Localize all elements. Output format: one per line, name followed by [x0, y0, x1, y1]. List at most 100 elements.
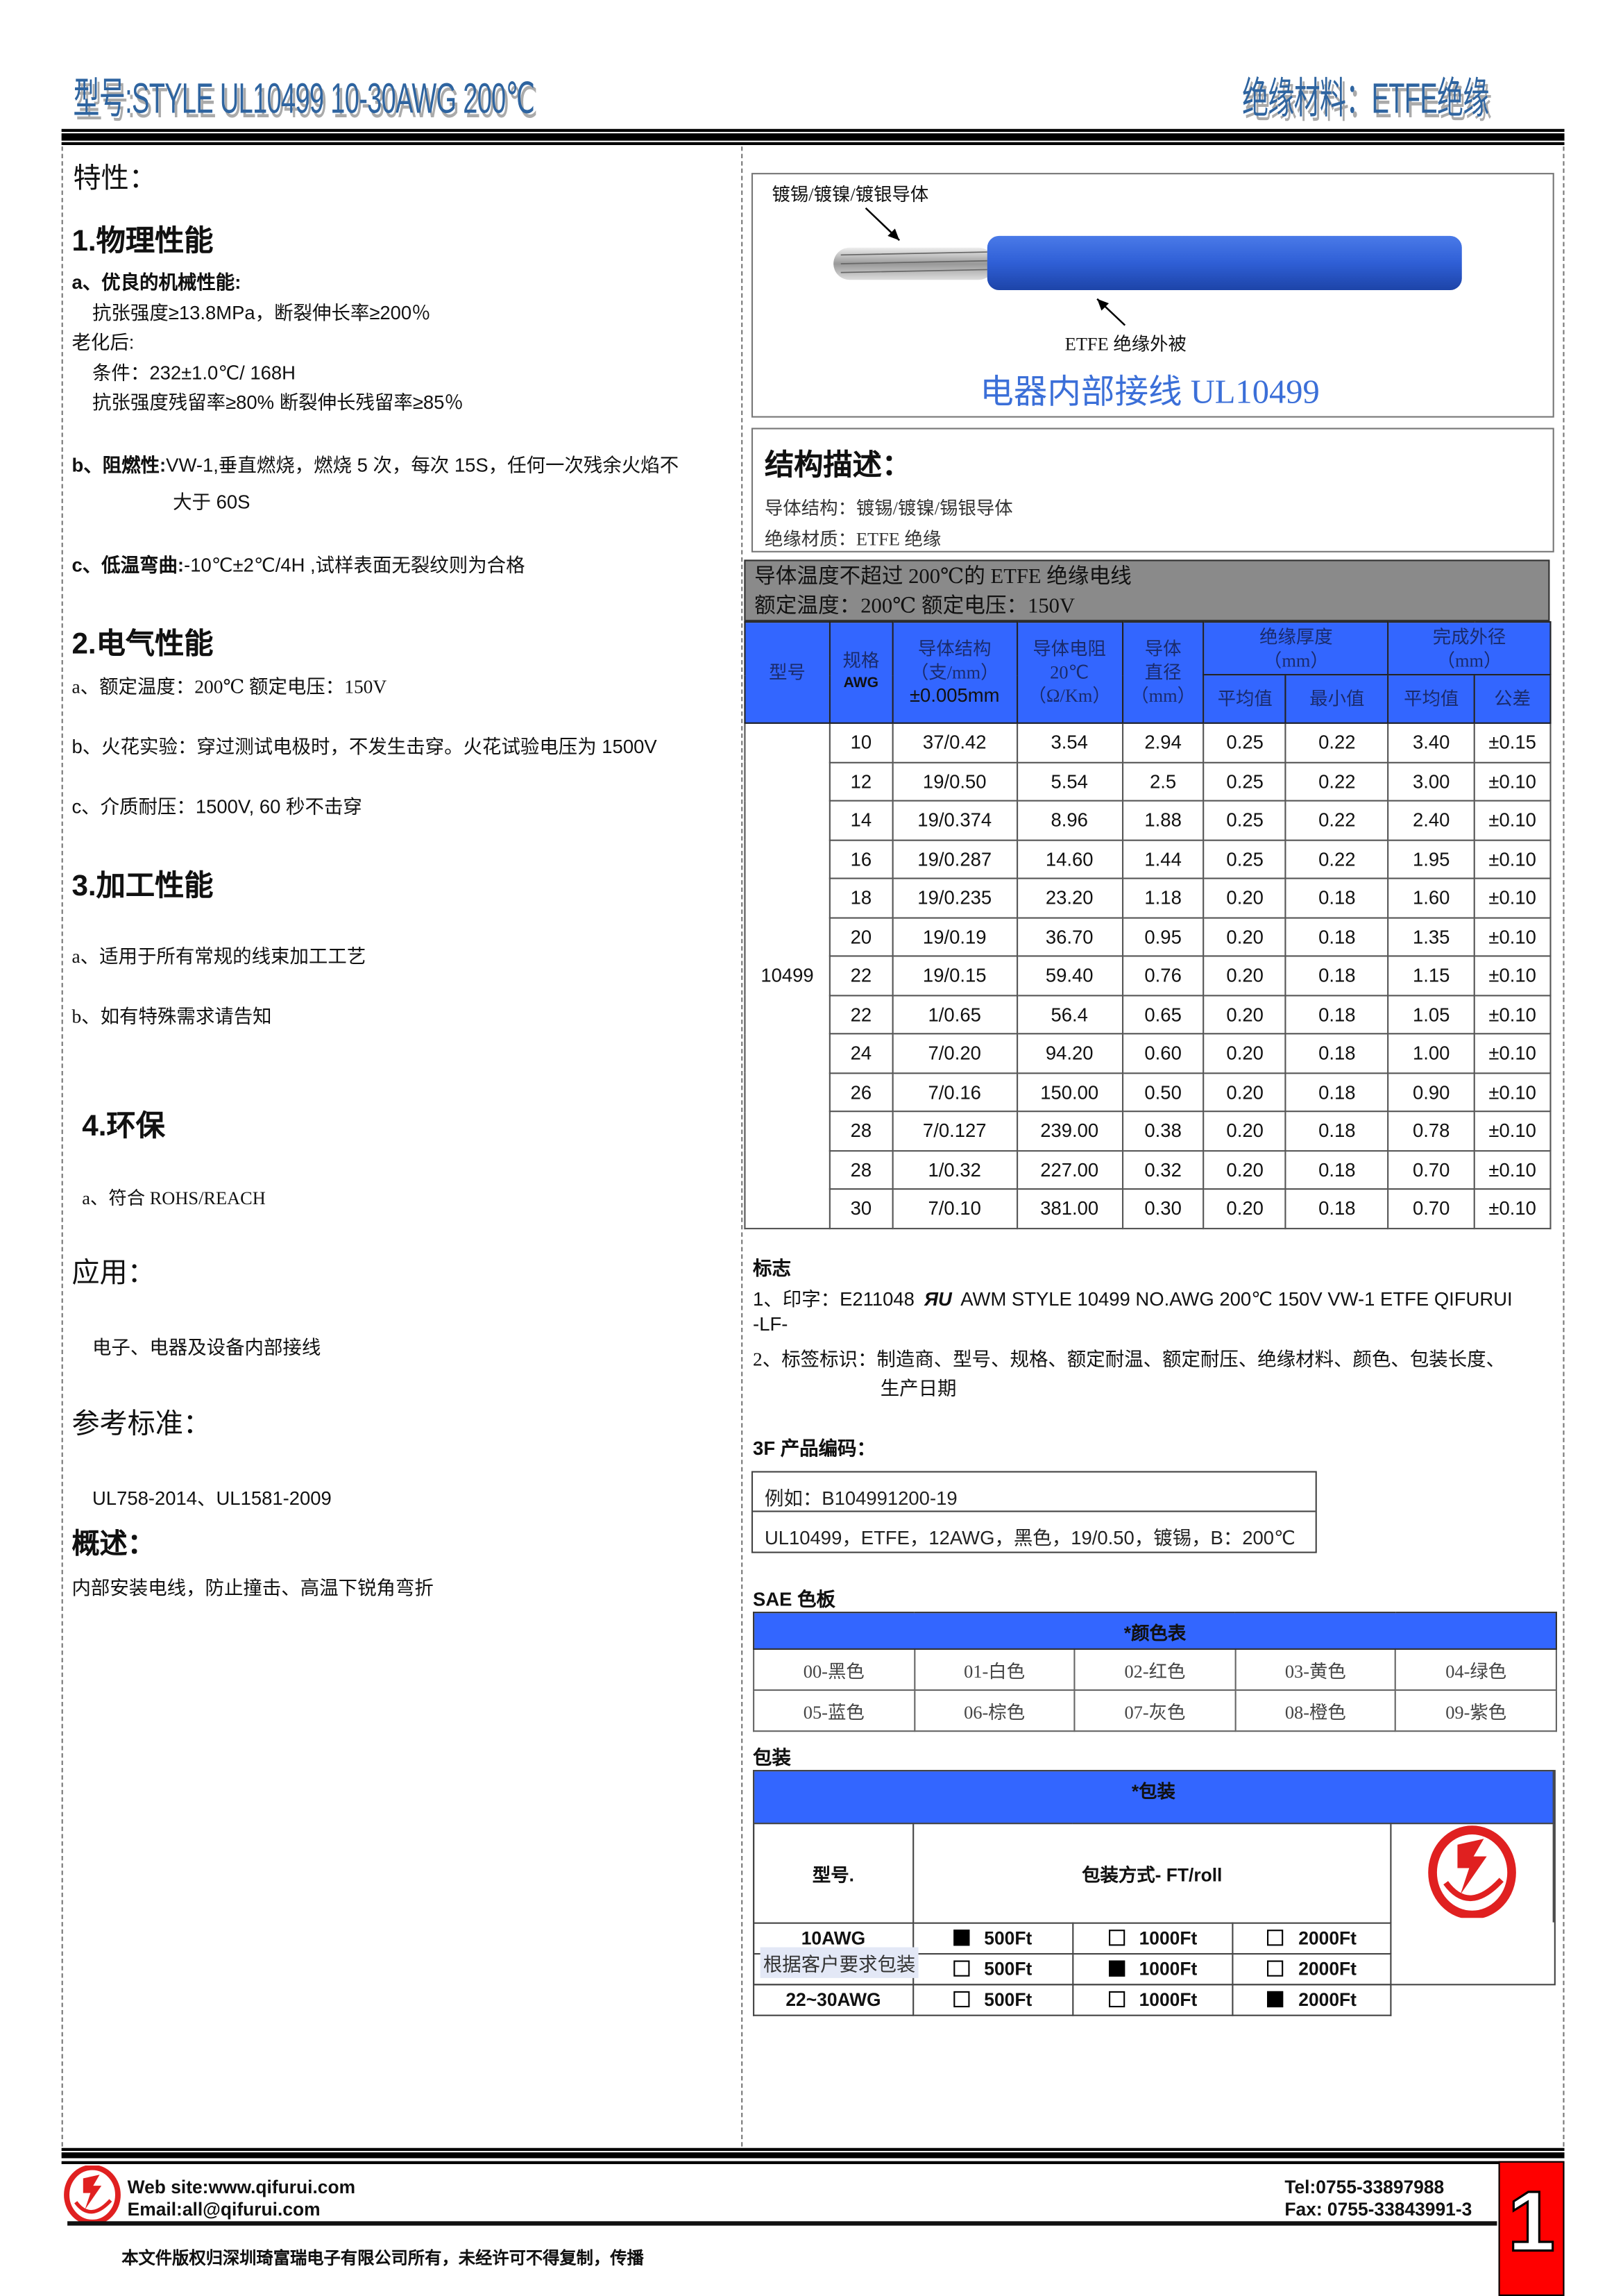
spec-cell: 37/0.42: [892, 722, 1018, 763]
spec-row: 14 19/0.374 8.96 1.88 0.25 0.22 2.40 ±0.10: [745, 800, 1552, 841]
header-model: 型号: [744, 621, 831, 724]
checkbox-icon[interactable]: [1267, 1959, 1284, 1976]
aging-retention: 抗张强度残留率≥80% 断裂伸长残留率≥85％: [92, 391, 464, 414]
spec-cell: 5.54: [1016, 761, 1123, 802]
spec-cell: 0.20: [1203, 994, 1287, 1035]
checkbox-icon[interactable]: [1108, 1959, 1125, 1976]
checkbox-icon[interactable]: [1108, 1990, 1125, 2007]
spec-row: 16 19/0.287 14.60 1.44 0.25 0.22 1.95 ±0.10: [745, 838, 1552, 879]
ul-code: E211048: [840, 1288, 915, 1310]
spec-row: 24 7/0.20 94.20 0.60 0.20 0.18 1.00 ±0.10: [745, 1033, 1552, 1074]
cold-label: c、低温弯曲:: [71, 553, 185, 576]
spec-cell: 7/0.20: [892, 1033, 1018, 1074]
spec-cell: 12: [829, 761, 894, 802]
spec-cell: 0.22: [1285, 722, 1389, 763]
spec-cell: 0.25: [1203, 722, 1287, 763]
spec-cell: 0.76: [1121, 955, 1205, 996]
product-code-title: 3F 产品编码：: [753, 1437, 876, 1460]
electrical-b: b、火花实验：穿过测试电极时，不发生击穿。火花试验电压为 1500V: [71, 735, 657, 758]
spec-cell: 19/0.287: [892, 838, 1018, 879]
marking-print: AWM STYLE 10499 NO.AWG 200℃ 150V VW-1 ET…: [960, 1288, 1513, 1310]
spec-cell: 59.40: [1016, 955, 1123, 996]
ul-mark-icon: ЯU: [924, 1288, 952, 1310]
spec-cell: 8.96: [1016, 800, 1123, 841]
product-code-decode: UL10499，ETFE，12AWG，黑色，19/0.50，镀锡，B：200℃: [764, 1526, 1295, 1549]
spec-banner-line2: 额定温度：200℃ 额定电压：150V: [754, 595, 1076, 618]
header-rule: [61, 128, 1565, 132]
structure-title: 结构描述：: [764, 450, 912, 482]
spec-cell: 0.30: [1121, 1188, 1205, 1229]
packaging-header: *包装: [753, 1770, 1554, 1825]
footer-rule: [61, 2147, 1565, 2151]
packaging-option: 500Ft: [912, 1952, 1073, 1985]
checkbox-icon[interactable]: [953, 1990, 970, 2007]
spec-cell: 0.18: [1285, 1072, 1389, 1113]
header-od-tol: 公差: [1473, 674, 1552, 724]
copyright-notice: 本文件版权归深圳琦富瑞电子有限公司所有，未经许可不得复制，传播: [121, 2250, 644, 2268]
spec-cell: 7/0.16: [892, 1072, 1018, 1113]
spec-cell: 1.15: [1387, 955, 1475, 996]
flame-label: b、阻燃性:: [71, 454, 167, 477]
spec-cell: 1.18: [1121, 877, 1205, 918]
spec-cell: 7/0.10: [892, 1188, 1018, 1229]
spec-cell: 0.18: [1285, 1188, 1389, 1229]
column-border: [1563, 146, 1565, 2147]
checkbox-icon[interactable]: [1108, 1929, 1125, 1945]
spec-row: 10499 10 37/0.42 3.54 2.94 0.25 0.22 3.40 ±0.15: [744, 722, 1552, 1229]
footer-logo-icon: [64, 2166, 121, 2225]
spec-cell: 0.60: [1121, 1033, 1205, 1074]
product-code-example: 例如：B104991200-19: [764, 1487, 958, 1510]
spec-cell: ±0.10: [1473, 877, 1552, 918]
spec-cell: ±0.10: [1473, 800, 1552, 841]
spec-cell: 227.00: [1016, 1149, 1123, 1190]
spec-cell: 0.20: [1203, 955, 1287, 996]
spec-cell: 0.20: [1203, 1188, 1287, 1229]
checkbox-icon[interactable]: [953, 1959, 970, 1976]
spec-cell: 0.95: [1121, 916, 1205, 957]
spec-cell: 94.20: [1016, 1033, 1123, 1074]
company-logo: [1390, 1823, 1554, 1923]
packaging-option-label: 1000Ft: [1139, 1927, 1198, 1948]
footer-website[interactable]: Web site:www.qifurui.com: [127, 2177, 356, 2198]
packaging-col-model: 型号.: [753, 1823, 914, 1923]
spec-cell: 0.18: [1285, 1111, 1389, 1151]
spec-row: 20 19/0.19 36.70 0.95 0.20 0.18 1.35 ±0.10: [745, 916, 1552, 957]
header-thickness-min: 最小值: [1285, 674, 1389, 724]
spec-cell: 22: [829, 955, 894, 996]
tensile-text: 抗张强度≥13.8MPa，断裂伸长率≥200％: [92, 301, 431, 324]
spec-cell: ±0.10: [1473, 1188, 1552, 1229]
spec-cell: 1.00: [1387, 1033, 1475, 1074]
marking-line1-cont: -LF-: [753, 1312, 788, 1335]
spec-row: 26 7/0.16 150.00 0.50 0.20 0.18 0.90 ±0.10: [745, 1072, 1552, 1113]
packaging-option: 500Ft: [912, 1983, 1073, 2016]
checkbox-icon[interactable]: [953, 1929, 970, 1945]
footer-email[interactable]: Email:all@qifurui.com: [127, 2199, 321, 2220]
wire-illustration: [833, 207, 1462, 326]
color-code-cell: 08-橙色: [1234, 1689, 1397, 1732]
insulation-label: ETFE 绝缘外被: [1064, 334, 1187, 355]
footer-fax: Fax: 0755-33843991-3: [1284, 2199, 1472, 2220]
spec-cell: 0.18: [1285, 994, 1389, 1035]
spec-row: 30 7/0.10 381.00 0.30 0.20 0.18 0.70 ±0.10: [745, 1188, 1552, 1229]
checkbox-icon[interactable]: [1267, 1929, 1284, 1945]
spec-cell: ±0.10: [1473, 1072, 1552, 1113]
packaging-option: 500Ft: [912, 1921, 1073, 1955]
color-code-cell: 03-黄色: [1234, 1648, 1397, 1691]
spec-cell: 20: [829, 916, 894, 957]
checkbox-icon[interactable]: [1267, 1990, 1284, 2007]
structure-insulation: 绝缘材质：ETFE 绝缘: [764, 529, 942, 550]
overview-text: 内部安装电线，防止撞击、高温下锐角弯折: [71, 1576, 434, 1599]
cold-text: -10℃±2℃/4H ,试样表面无裂纹则为合格: [184, 553, 525, 576]
packaging-option-label: 500Ft: [984, 1927, 1033, 1948]
material-title: 绝缘材料：ETFE绝缘: [1242, 76, 1489, 124]
color-code-cell: 01-白色: [913, 1648, 1076, 1691]
spec-cell: 0.25: [1203, 800, 1287, 841]
spec-cell: 56.4: [1016, 994, 1123, 1035]
standards-title: 参考标准：: [71, 1409, 212, 1441]
spec-cell: ±0.10: [1473, 1033, 1552, 1074]
header-thickness: 绝缘厚度 （mm）: [1203, 621, 1389, 676]
spec-cell: 28: [829, 1149, 894, 1190]
header-od-avg: 平均值: [1387, 674, 1475, 724]
structure-box: 结构描述： 导体结构：镀锡/镀镍/锡银导体 绝缘材质：ETFE 绝缘: [751, 428, 1554, 552]
